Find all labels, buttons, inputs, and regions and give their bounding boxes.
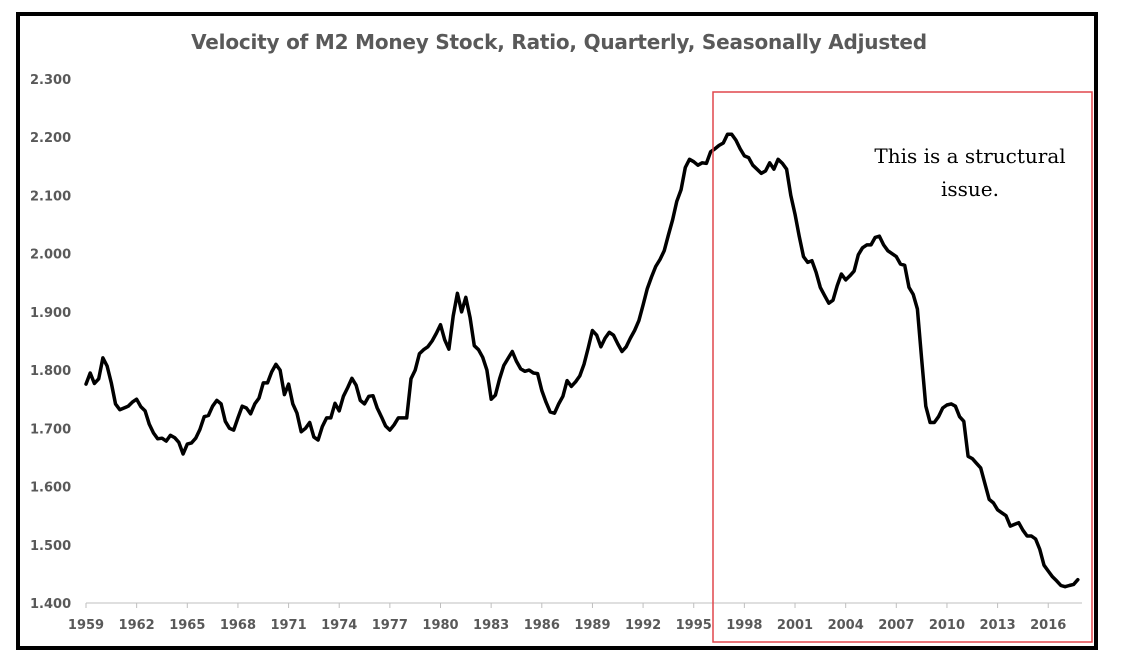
y-tick-label: 1.700	[30, 422, 71, 437]
x-tick-label: 1986	[524, 618, 560, 633]
chart-title: Velocity of M2 Money Stock, Ratio, Quart…	[191, 30, 927, 54]
y-tick-label: 1.500	[30, 539, 71, 554]
y-tick-label: 2.300	[30, 73, 71, 88]
x-tick-label: 1959	[68, 618, 104, 633]
x-tick-label: 1965	[169, 618, 205, 633]
x-tick-label: 1977	[372, 618, 408, 633]
y-axis: 1.400 1.500 1.600 1.700 1.800 1.900 2.000 2.100…	[30, 73, 71, 612]
x-tick-label: 1995	[676, 618, 712, 633]
x-tick-label: 1974	[321, 618, 357, 633]
annotation-box	[712, 91, 1093, 643]
x-tick-label: 2010	[929, 618, 965, 633]
y-tick-label: 2.100	[30, 189, 71, 204]
x-tick-label: 1971	[270, 618, 306, 633]
y-tick-label: 1.800	[30, 364, 71, 379]
y-tick-label: 1.600	[30, 481, 71, 496]
x-tick-label: 1962	[119, 618, 155, 633]
series-layer	[84, 132, 1080, 589]
y-tick-label: 2.000	[30, 248, 71, 263]
x-tick-label: 1968	[220, 618, 256, 633]
x-tick-label: 2016	[1030, 618, 1066, 633]
annotation-line-1: This is a structural	[874, 144, 1065, 168]
x-tick-label: 1992	[625, 618, 661, 633]
y-tick-label: 1.400	[30, 597, 71, 612]
x-tick-label: 1983	[473, 618, 509, 633]
x-tick-label: 1980	[422, 618, 458, 633]
x-tick-label: 2007	[878, 618, 914, 633]
x-axis: 1959 1962 1965 1968 1971 1974 1977 1980 1983 1986…	[68, 602, 1082, 633]
x-tick-label: 1989	[574, 618, 610, 633]
x-tick-label: 1998	[726, 618, 762, 633]
y-tick-label: 1.900	[30, 306, 71, 321]
annotation-layer: This is a structural issue.	[712, 91, 1093, 643]
annotation-line-2: issue.	[941, 177, 999, 201]
x-tick-label: 2013	[979, 618, 1015, 633]
y-tick-label: 2.200	[30, 131, 71, 146]
x-tick-label: 2001	[777, 618, 813, 633]
x-tick-label: 2004	[828, 618, 864, 633]
series-line-m2-velocity	[84, 132, 1080, 589]
